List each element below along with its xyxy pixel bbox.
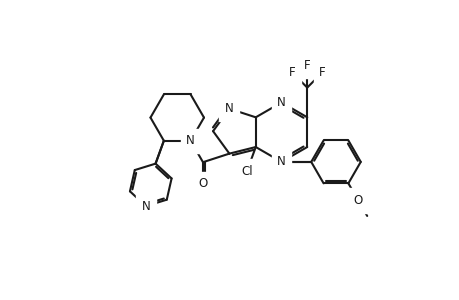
Text: F: F (288, 66, 295, 79)
Text: N: N (224, 102, 233, 115)
Text: N: N (276, 155, 285, 168)
Text: N: N (186, 134, 195, 147)
Text: N: N (276, 96, 285, 109)
Text: F: F (319, 66, 325, 79)
Text: Cl: Cl (241, 165, 252, 178)
Text: N: N (141, 200, 150, 213)
Text: O: O (353, 194, 362, 207)
Text: O: O (198, 178, 207, 190)
Text: F: F (303, 59, 310, 72)
